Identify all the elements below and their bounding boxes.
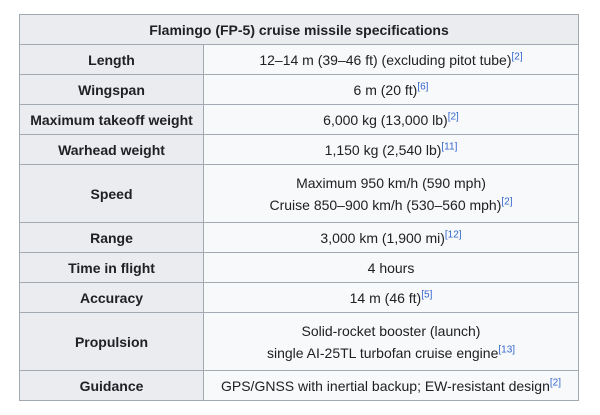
citation-link[interactable]: [12] <box>444 228 462 240</box>
row-value: GPS/GNSS with inertial backup; EW-resist… <box>203 370 579 401</box>
row-label: Length <box>19 44 204 75</box>
value-line: 14 m (46 ft)[5] <box>208 287 574 309</box>
infobox-header-row: Flamingo (FP-5) cruise missile specifica… <box>19 14 579 45</box>
value-text: Solid-rocket booster (launch) <box>301 322 481 339</box>
row-label: Propulsion <box>19 312 204 371</box>
table-row: Accuracy 14 m (46 ft)[5] <box>19 282 579 313</box>
row-label: Maximum takeoff weight <box>19 104 204 135</box>
value-text: 3,000 km (1,900 mi) <box>320 229 445 246</box>
citation-link[interactable]: [2] <box>447 110 459 122</box>
citation-link[interactable]: [11] <box>441 140 458 152</box>
value-line: Cruise 850–900 km/h (530–560 mph)[2] <box>208 194 574 216</box>
value-line: 1,150 kg (2,540 lb)[11] <box>208 139 574 161</box>
table-row: Propulsion Solid-rocket booster (launch)… <box>19 312 579 371</box>
row-label: Range <box>19 222 204 253</box>
row-value: 4 hours <box>203 252 579 283</box>
row-label: Accuracy <box>19 282 204 313</box>
citation-link[interactable]: [13] <box>498 343 516 355</box>
value-text: 12–14 m (39–46 ft) (excluding pitot tube… <box>259 51 512 68</box>
row-value: Maximum 950 km/h (590 mph) Cruise 850–90… <box>203 164 579 223</box>
row-value: Solid-rocket booster (launch) single AI-… <box>203 312 579 371</box>
citation-link[interactable]: [2] <box>511 50 523 62</box>
infobox-title: Flamingo (FP-5) cruise missile specifica… <box>19 14 579 45</box>
row-value: 1,150 kg (2,540 lb)[11] <box>203 134 579 165</box>
row-label: Speed <box>19 164 204 223</box>
citation-link[interactable]: [5] <box>421 288 433 300</box>
row-label: Warhead weight <box>19 134 204 165</box>
table-row: Warhead weight 1,150 kg (2,540 lb)[11] <box>19 134 579 165</box>
row-value: 3,000 km (1,900 mi)[12] <box>203 222 579 253</box>
row-value: 14 m (46 ft)[5] <box>203 282 579 313</box>
table-row: Wingspan 6 m (20 ft)[6] <box>19 74 579 105</box>
value-text: 14 m (46 ft) <box>349 289 422 306</box>
citation-link[interactable]: [2] <box>549 376 561 388</box>
row-label: Time in flight <box>19 252 204 283</box>
value-line: 3,000 km (1,900 mi)[12] <box>208 227 574 249</box>
value-text: GPS/GNSS with inertial backup; EW-resist… <box>220 377 550 394</box>
value-text: 1,150 kg (2,540 lb) <box>324 141 442 158</box>
table-row: Speed Maximum 950 km/h (590 mph) Cruise … <box>19 164 579 223</box>
value-text: 6,000 kg (13,000 lb) <box>323 111 448 128</box>
value-line: 4 hours <box>208 257 574 279</box>
row-value: 6,000 kg (13,000 lb)[2] <box>203 104 579 135</box>
value-line: 6 m (20 ft)[6] <box>208 79 574 101</box>
specifications-infobox: Flamingo (FP-5) cruise missile specifica… <box>19 14 579 401</box>
value-line: 12–14 m (39–46 ft) (excluding pitot tube… <box>208 49 574 71</box>
value-text: 4 hours <box>367 259 415 276</box>
value-line: 6,000 kg (13,000 lb)[2] <box>208 109 574 131</box>
value-text: single AI-25TL turbofan cruise engine <box>266 344 499 361</box>
row-value: 6 m (20 ft)[6] <box>203 74 579 105</box>
citation-link[interactable]: [6] <box>417 80 429 92</box>
row-value: 12–14 m (39–46 ft) (excluding pitot tube… <box>203 44 579 75</box>
value-line: Solid-rocket booster (launch) <box>208 320 574 342</box>
row-label: Wingspan <box>19 74 204 105</box>
table-row: Time in flight 4 hours <box>19 252 579 283</box>
table-row: Length 12–14 m (39–46 ft) (excluding pit… <box>19 44 579 75</box>
row-label: Guidance <box>19 370 204 401</box>
value-line: Maximum 950 km/h (590 mph) <box>208 172 574 194</box>
value-line: GPS/GNSS with inertial backup; EW-resist… <box>208 375 574 397</box>
citation-link[interactable]: [2] <box>501 195 513 207</box>
value-text: 6 m (20 ft) <box>353 81 418 98</box>
table-row: Range 3,000 km (1,900 mi)[12] <box>19 222 579 253</box>
table-row: Maximum takeoff weight 6,000 kg (13,000 … <box>19 104 579 135</box>
value-text: Cruise 850–900 km/h (530–560 mph) <box>269 196 502 213</box>
value-line: single AI-25TL turbofan cruise engine[13… <box>208 342 574 364</box>
value-text: Maximum 950 km/h (590 mph) <box>296 174 486 191</box>
table-row: Guidance GPS/GNSS with inertial backup; … <box>19 370 579 401</box>
